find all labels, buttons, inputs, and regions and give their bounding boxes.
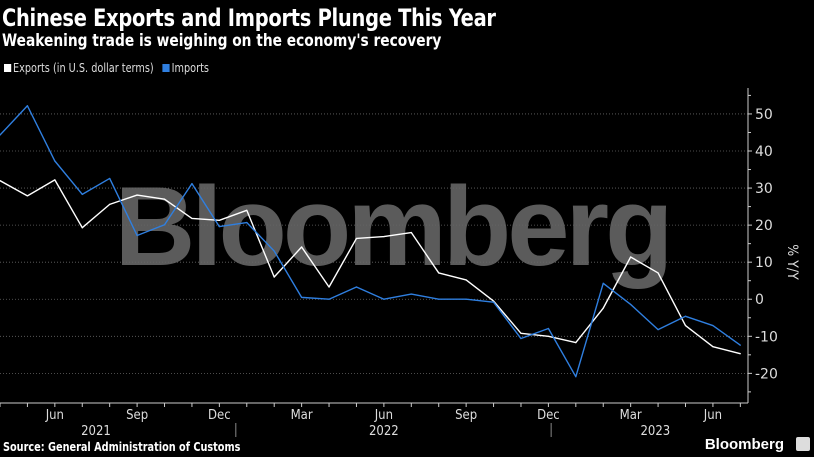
data-point-exports (273, 276, 275, 278)
data-point-exports (136, 194, 138, 196)
x-year-label: 2021 (81, 424, 111, 439)
x-month-label: Sep (455, 408, 477, 423)
data-point-imports (383, 298, 385, 300)
data-point-imports (465, 298, 467, 300)
x-month-label: Dec (208, 408, 231, 423)
data-point-imports (657, 329, 659, 331)
data-point-imports (602, 282, 604, 284)
data-point-exports (109, 203, 111, 205)
y-tick-label: -10 (755, 329, 778, 345)
data-point-exports (465, 279, 467, 281)
legend: Exports (in U.S. dollar terms) Imports (4, 61, 209, 75)
data-point-imports (438, 298, 440, 300)
data-point-exports (163, 198, 166, 200)
data-point-imports (163, 224, 166, 226)
data-point-exports (657, 272, 659, 274)
series-line-imports (0, 105, 741, 378)
data-point-exports (81, 227, 83, 229)
data-point-imports (520, 337, 522, 340)
bloomberg-logo: Bloomberg (704, 436, 784, 453)
data-point-imports (547, 327, 550, 330)
legend-item-exports: Exports (in U.S. dollar terms) (4, 61, 154, 75)
x-month-label: Sep (126, 408, 148, 423)
data-point-exports (355, 237, 358, 240)
legend-swatch-exports (4, 64, 12, 72)
data-point-imports (630, 303, 632, 306)
data-point-imports (136, 234, 138, 237)
data-point-exports (218, 219, 220, 221)
data-point-exports (739, 353, 741, 355)
data-point-imports (410, 293, 412, 295)
data-point-exports (630, 256, 632, 258)
x-month-label: Jun (45, 408, 64, 423)
data-point-imports (246, 221, 248, 224)
data-point-imports (301, 296, 303, 298)
data-point-exports (301, 246, 303, 248)
data-point-exports (383, 236, 385, 238)
data-point-imports (81, 193, 83, 195)
y-tick-label: -20 (755, 366, 778, 382)
series-line-exports (0, 179, 741, 355)
legend-label-exports: Exports (in U.S. dollar terms) (13, 61, 154, 75)
x-month-label: Dec (537, 408, 560, 423)
bloomberg-chart-icon (796, 437, 810, 451)
data-point-imports (492, 301, 495, 303)
data-point-exports (492, 300, 495, 302)
data-point-exports (410, 231, 412, 234)
y-tick-label: 10 (755, 255, 773, 271)
data-point-exports (191, 217, 193, 220)
data-point-imports (109, 177, 111, 180)
y-tick-label: 40 (755, 144, 773, 160)
data-point-exports (328, 286, 330, 288)
data-point-imports (739, 344, 741, 346)
y-tick-label: 20 (755, 218, 773, 234)
x-year-label: 2023 (640, 424, 670, 439)
legend-label-imports: Imports (171, 61, 209, 75)
y-tick-label: 30 (755, 181, 773, 197)
data-point-imports (575, 376, 577, 378)
data-point-exports (26, 195, 29, 197)
data-point-exports (602, 307, 604, 309)
data-point-exports (54, 179, 56, 181)
chart-title: Chinese Exports and Imports Plunge This … (2, 4, 496, 32)
x-month-label: Jun (374, 408, 393, 423)
data-point-imports (26, 105, 29, 107)
y-tick-label: 50 (755, 107, 773, 123)
data-point-imports (191, 183, 193, 185)
data-point-imports (328, 298, 330, 300)
data-point-exports (438, 272, 440, 274)
data-point-imports (684, 315, 687, 317)
data-point-exports (712, 346, 714, 348)
legend-item-imports: Imports (162, 61, 209, 75)
data-point-imports (0, 134, 1, 136)
source-note: Source: General Administration of Custom… (3, 440, 241, 454)
data-point-exports (575, 341, 577, 344)
data-point-imports (712, 324, 714, 327)
data-point-imports (54, 160, 56, 162)
chart-subtitle: Weakening trade is weighing on the econo… (2, 31, 442, 51)
data-point-imports (218, 226, 220, 228)
data-point-exports (684, 324, 687, 327)
y-axis-label: % Y/Y (784, 244, 800, 280)
data-point-exports (246, 209, 248, 211)
x-year-label: 2022 (369, 424, 399, 439)
data-point-imports (355, 286, 358, 288)
data-point-exports (547, 335, 550, 337)
x-month-label: Jun (703, 408, 722, 423)
watermark: Bloomberg (114, 164, 669, 289)
data-point-exports (0, 180, 1, 182)
x-month-label: Mar (291, 408, 313, 423)
legend-swatch-imports (162, 64, 170, 72)
data-point-exports (520, 332, 522, 334)
data-point-imports (273, 250, 275, 252)
x-month-label: Mar (620, 408, 642, 423)
y-tick-label: 0 (755, 292, 764, 308)
